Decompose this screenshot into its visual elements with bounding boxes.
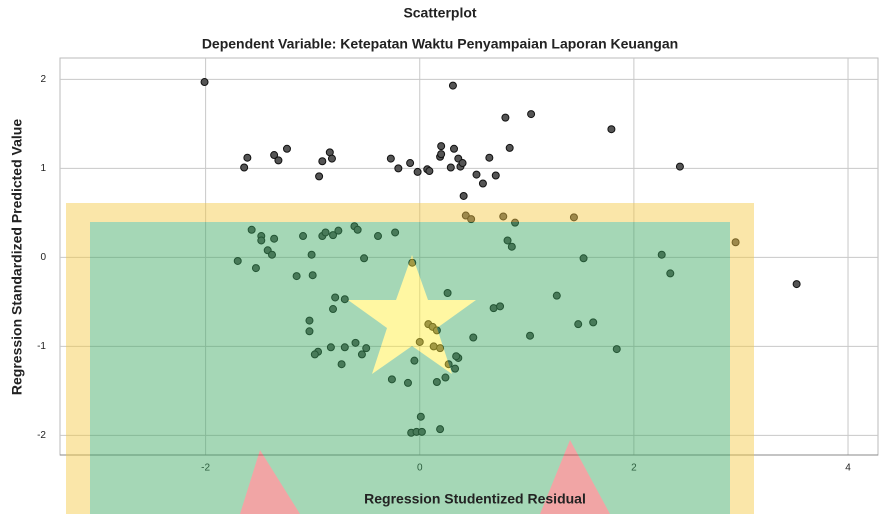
x-tick-label: 4 (845, 463, 851, 474)
point (451, 145, 458, 152)
point (387, 155, 394, 162)
point (492, 172, 499, 179)
y-tick-label: -1 (37, 341, 46, 352)
y-tick-label: 1 (40, 163, 46, 174)
watermark (66, 203, 754, 514)
point (328, 155, 335, 162)
point (241, 164, 248, 171)
y-tick-label: 0 (40, 252, 46, 263)
chart-subtitle: Dependent Variable: Ketepatan Waktu Peny… (202, 36, 678, 52)
point (438, 151, 445, 158)
point (283, 145, 290, 152)
y-tick-label: -2 (37, 430, 46, 441)
point (502, 114, 509, 121)
point (407, 160, 414, 167)
point (201, 79, 208, 86)
point (275, 157, 282, 164)
point (438, 143, 445, 150)
chart-title: Scatterplot (403, 5, 476, 21)
point (793, 281, 800, 288)
point (414, 168, 421, 175)
point (426, 168, 433, 175)
point (244, 154, 251, 161)
y-axis-label: Regression Standardized Predicted Value (9, 119, 25, 395)
point (459, 160, 466, 167)
point (528, 111, 535, 118)
point (676, 163, 683, 170)
y-tick-label: 2 (40, 74, 46, 85)
point (449, 82, 456, 89)
point (479, 180, 486, 187)
point (319, 158, 326, 165)
point (506, 144, 513, 151)
chart: Scatterplot Dependent Variable: Ketepata… (0, 0, 881, 514)
point (473, 171, 480, 178)
point (447, 164, 454, 171)
point (486, 154, 493, 161)
point (316, 173, 323, 180)
x-axis-label: Regression Studentized Residual (364, 491, 586, 507)
point (395, 165, 402, 172)
point (608, 126, 615, 133)
point (460, 192, 467, 199)
